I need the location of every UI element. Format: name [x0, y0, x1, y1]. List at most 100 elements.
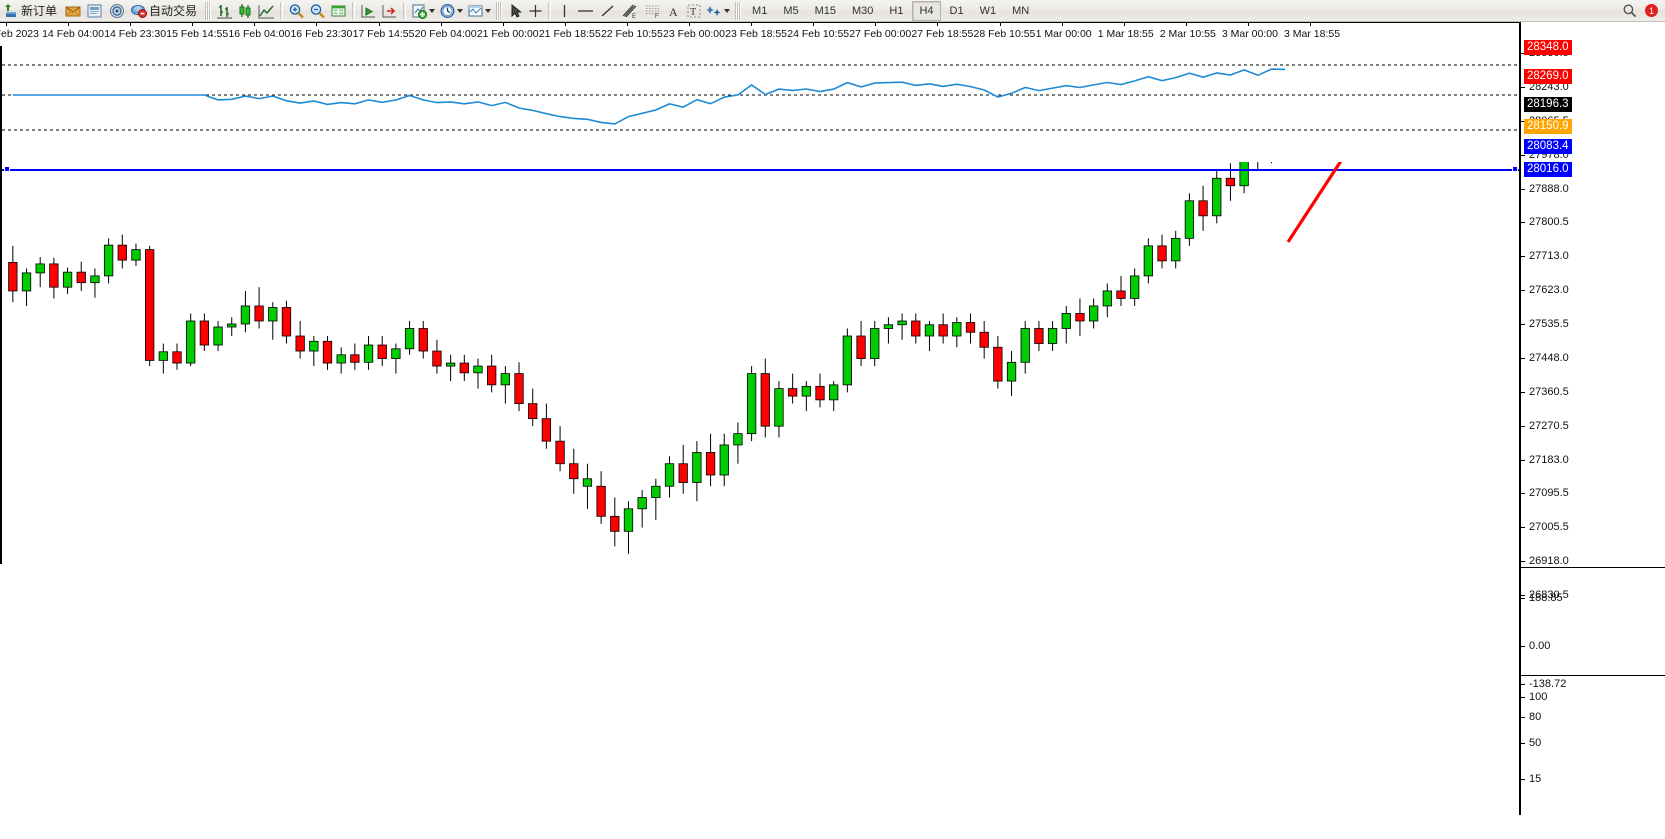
price-tick-mark — [1521, 188, 1525, 190]
candle-body — [938, 324, 948, 337]
timeframe-mn[interactable]: MN — [1012, 4, 1030, 17]
timeframe-w1[interactable]: W1 — [979, 4, 997, 17]
autotrading-button[interactable]: 自动交易 — [128, 1, 202, 21]
price-tick-mark — [1521, 425, 1525, 427]
price-tick-label: 27005.5 — [1529, 521, 1569, 534]
candle-body — [746, 373, 757, 435]
time-axis-tick — [689, 23, 691, 26]
price-level-tag-resistance[interactable]: 28348.0 — [1524, 40, 1572, 55]
timeframe-h4[interactable]: H4 — [912, 0, 941, 21]
line-chart-button[interactable] — [256, 1, 277, 21]
timeframe-h1[interactable]: H1 — [889, 4, 904, 17]
candle-body — [1061, 313, 1071, 329]
autotrading-icon — [130, 3, 148, 19]
chart-window[interactable]: JPN225-,H4 28161.3 28216.2 28148.7 28196… — [0, 22, 1665, 839]
search-button[interactable] — [1619, 1, 1639, 21]
candlestick-chart-icon — [237, 3, 254, 19]
time-axis-label: 21 Feb 00:00 — [476, 28, 539, 40]
cursor-button[interactable] — [505, 1, 525, 21]
zoom-in-button[interactable] — [286, 1, 307, 21]
add-indicator-button[interactable] — [409, 1, 437, 21]
time-axis-label: 16 Feb 04:00 — [228, 28, 291, 40]
candle-body — [500, 373, 510, 386]
equidistant-channel-button[interactable]: E — [618, 1, 641, 21]
notification-badge[interactable]: 1 — [1641, 1, 1661, 21]
fibonacci-button[interactable]: F — [641, 1, 664, 21]
price-tick-mark — [1521, 256, 1525, 258]
price-level-tag-last-price[interactable]: 28196.3 — [1524, 97, 1572, 112]
toolbar-grip-1[interactable] — [205, 1, 212, 20]
time-axis-label: 27 Feb 18:55 — [911, 28, 974, 40]
chevron-down-icon[interactable] — [724, 8, 731, 13]
time-axis-label: 3 Mar 00:00 — [1221, 28, 1278, 40]
price-level-tag-pending-order[interactable]: 28150.9 — [1524, 119, 1572, 134]
mailbox-button[interactable] — [62, 1, 84, 21]
bar-chart-button[interactable] — [214, 1, 235, 21]
rsi-scale-label: 15 — [1529, 773, 1542, 785]
auto-scroll-button[interactable] — [379, 1, 400, 21]
time-axis-label: 13 Feb 2023 — [0, 28, 39, 40]
price-tick-mark — [1521, 391, 1525, 393]
timeframe-d1[interactable]: D1 — [949, 4, 964, 17]
data-window-button[interactable] — [328, 1, 349, 21]
rsi-scale-label: 50 — [1529, 737, 1542, 749]
trendline-button[interactable] — [597, 1, 618, 21]
time-axis-tick — [1310, 23, 1311, 26]
candle-body — [637, 497, 647, 510]
candle-body — [350, 354, 360, 363]
templates-icon — [467, 3, 484, 19]
toolbar-grip-3[interactable] — [735, 1, 742, 20]
candle-body — [76, 271, 86, 284]
candle-body — [1130, 275, 1140, 299]
chevron-down-icon[interactable] — [457, 8, 464, 13]
chevron-down-icon[interactable] — [485, 8, 492, 13]
crosshair-button[interactable] — [525, 1, 545, 21]
timeframe-m15[interactable]: M15 — [814, 4, 836, 17]
chevron-down-icon[interactable] — [429, 8, 436, 13]
zoom-out-button[interactable] — [307, 1, 328, 21]
templates-button[interactable] — [465, 1, 493, 21]
price-tick-label: 27448.0 — [1529, 351, 1569, 364]
new-order-button[interactable]: 新订单 — [2, 1, 62, 21]
vertical-line-button[interactable] — [554, 1, 574, 21]
support-line-28016[interactable] — [2, 169, 1521, 171]
price-tick-label: 27978.0 — [1529, 148, 1569, 161]
timeframe-m5[interactable]: M5 — [783, 4, 799, 17]
candle-body — [856, 335, 866, 359]
candle-body — [281, 307, 292, 337]
period-button[interactable] — [437, 1, 465, 21]
line-handle-left-28016[interactable] — [4, 166, 10, 172]
candle-body — [158, 351, 168, 361]
macd-scale-label: 0.00 — [1529, 640, 1551, 652]
candle-body — [842, 335, 853, 386]
text-label-button[interactable]: T — [684, 1, 704, 21]
line-handle-28016[interactable] — [1512, 166, 1518, 172]
toolbar-grip-2[interactable] — [496, 1, 503, 20]
candle-body — [363, 344, 374, 363]
svg-text:A: A — [669, 5, 678, 19]
scale-divider-rsi — [1521, 675, 1665, 676]
candle-body — [678, 463, 688, 483]
time-axis-label: 20 Feb 04:00 — [414, 28, 477, 40]
news-button[interactable] — [84, 1, 106, 21]
price-level-tag-support[interactable]: 28083.4 — [1524, 139, 1572, 154]
price-tick-label: 26918.0 — [1529, 555, 1569, 568]
timeframe-m30[interactable]: M30 — [852, 4, 874, 17]
horizontal-line-button[interactable] — [574, 1, 597, 21]
candlestick-chart-button[interactable] — [235, 1, 256, 21]
price-level-tag-resistance[interactable]: 28269.0 — [1524, 69, 1572, 84]
signals-button[interactable] — [106, 1, 128, 21]
price-level-tag-support[interactable]: 28016.0 — [1524, 162, 1572, 177]
candle-body — [883, 324, 894, 329]
timeframe-m1[interactable]: M1 — [752, 4, 768, 17]
signal-icon — [108, 3, 126, 19]
time-axis-tick — [1123, 23, 1125, 26]
chart-shift-button[interactable] — [358, 1, 379, 21]
price-scale[interactable]: 28330.528243.028065.527978.027888.027800… — [1519, 22, 1665, 815]
text-button[interactable]: A — [664, 1, 684, 21]
price-tick-label: 27623.0 — [1529, 284, 1569, 297]
shapes-icon — [706, 3, 723, 19]
shapes-button[interactable] — [704, 1, 732, 21]
time-axis-label: 23 Feb 18:55 — [725, 28, 788, 40]
